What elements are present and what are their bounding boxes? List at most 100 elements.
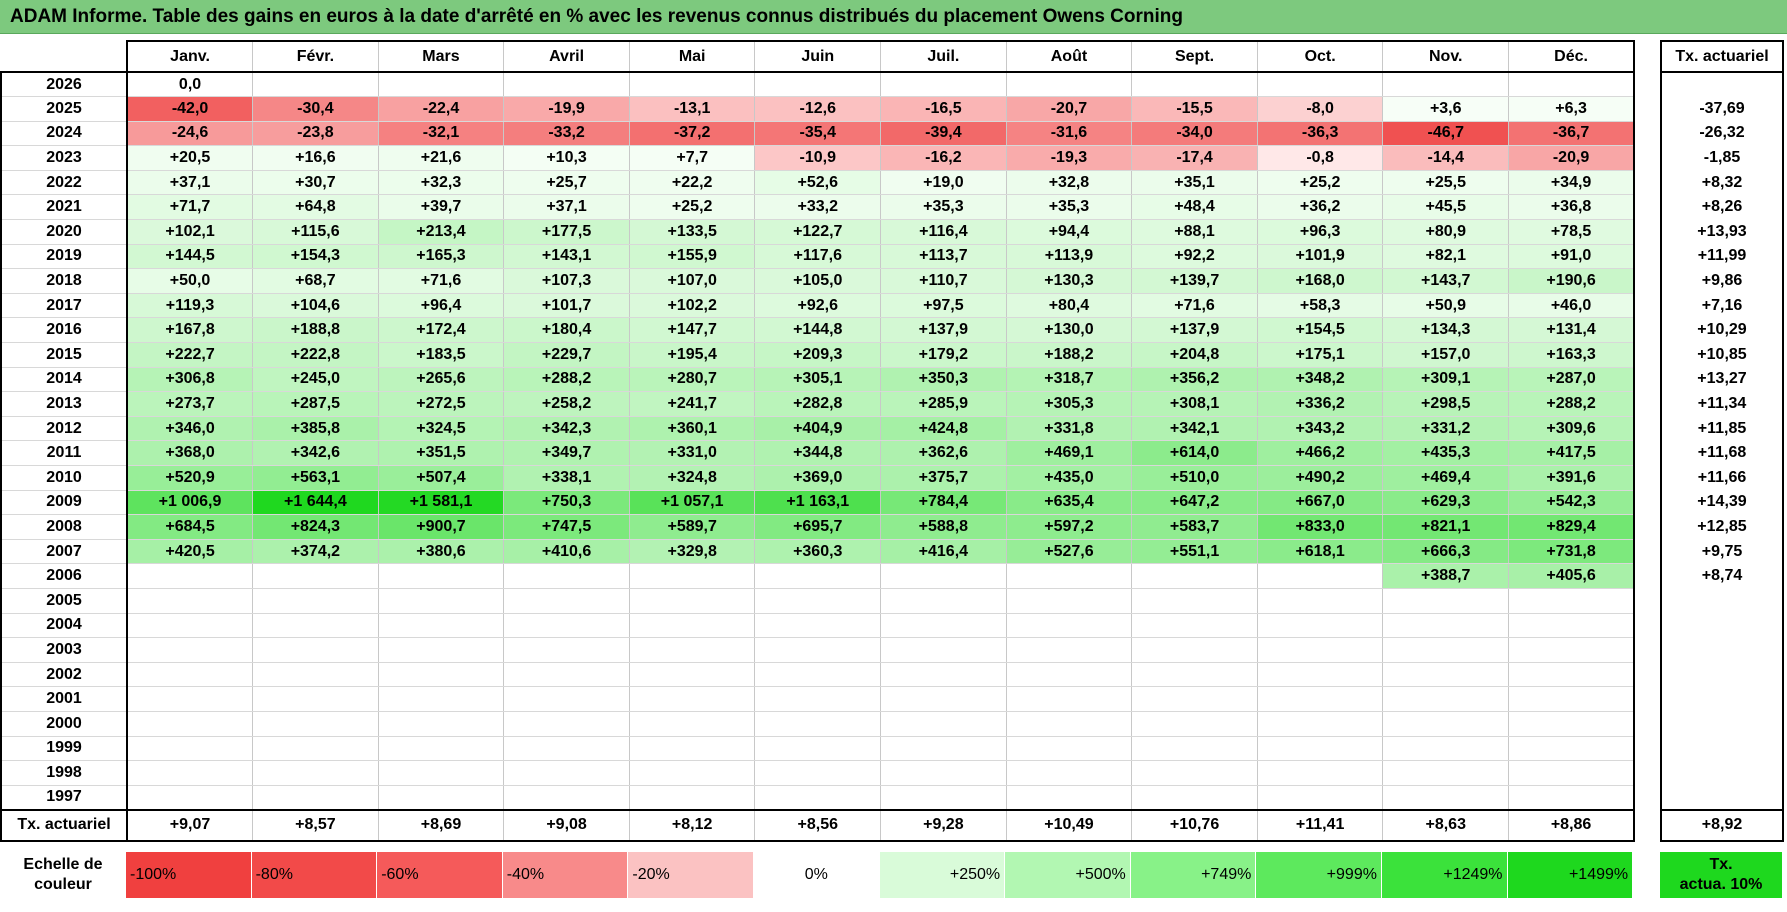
gain-cell[interactable]: +190,6 <box>1508 268 1636 294</box>
year-cell[interactable]: 2014 <box>0 367 128 393</box>
gain-cell[interactable] <box>127 785 254 811</box>
gain-cell[interactable] <box>754 588 882 614</box>
gain-cell[interactable] <box>252 588 379 614</box>
gain-cell[interactable]: +64,8 <box>252 194 379 221</box>
gain-cell[interactable] <box>252 686 379 712</box>
gain-cell[interactable]: +324,5 <box>378 416 505 442</box>
gain-cell[interactable]: +747,5 <box>503 514 630 540</box>
gain-cell[interactable]: +107,3 <box>503 268 630 294</box>
gain-cell[interactable]: +282,8 <box>754 391 882 417</box>
gain-cell[interactable]: +368,0 <box>127 440 254 466</box>
year-cell[interactable]: 2003 <box>0 637 128 663</box>
gain-cell[interactable] <box>754 711 882 737</box>
gain-cell[interactable]: +507,4 <box>378 465 505 491</box>
gain-cell[interactable] <box>629 662 756 688</box>
gain-cell[interactable] <box>754 613 882 639</box>
gain-cell[interactable]: +1 006,9 <box>127 490 254 516</box>
gain-cell[interactable] <box>1508 711 1636 737</box>
gain-cell[interactable]: +157,0 <box>1382 342 1510 368</box>
gain-cell[interactable]: -10,9 <box>754 145 882 171</box>
month-rate-cell[interactable]: +8,86 <box>1508 808 1636 842</box>
gain-cell[interactable]: +20,5 <box>127 145 254 171</box>
gain-cell[interactable]: +666,3 <box>1382 539 1510 565</box>
year-cell[interactable]: 2018 <box>0 268 128 294</box>
year-cell[interactable]: 2007 <box>0 539 128 565</box>
month-header[interactable]: Août <box>1006 40 1133 73</box>
gain-cell[interactable]: 0,0 <box>127 72 254 98</box>
gain-cell[interactable] <box>503 613 630 639</box>
gain-cell[interactable]: +589,7 <box>629 514 756 540</box>
gain-cell[interactable]: +510,0 <box>1131 465 1258 491</box>
gain-cell[interactable] <box>503 637 630 663</box>
gain-cell[interactable] <box>754 760 882 786</box>
gain-cell[interactable]: +45,5 <box>1382 194 1510 221</box>
gain-cell[interactable] <box>1131 637 1258 663</box>
month-header[interactable]: Janv. <box>126 40 254 73</box>
gain-cell[interactable]: +563,1 <box>252 465 379 491</box>
gain-cell[interactable] <box>1382 72 1510 98</box>
gain-cell[interactable] <box>1508 613 1636 639</box>
gain-cell[interactable]: +469,1 <box>1006 440 1133 466</box>
gain-cell[interactable]: +110,7 <box>880 268 1007 294</box>
gain-cell[interactable] <box>880 662 1007 688</box>
year-cell[interactable]: 2015 <box>0 342 128 368</box>
gain-cell[interactable] <box>629 563 756 589</box>
gain-cell[interactable]: -14,4 <box>1382 145 1510 171</box>
gain-cell[interactable]: +298,5 <box>1382 391 1510 417</box>
month-header[interactable]: Févr. <box>252 40 379 73</box>
gain-cell[interactable]: +101,9 <box>1257 244 1384 270</box>
gain-cell[interactable]: +155,9 <box>629 244 756 270</box>
gain-cell[interactable]: +331,2 <box>1382 416 1510 442</box>
gain-cell[interactable]: +183,5 <box>378 342 505 368</box>
gain-cell[interactable] <box>503 760 630 786</box>
month-header[interactable]: Mars <box>378 40 505 73</box>
side-header[interactable]: Tx. actuariel <box>1660 40 1784 73</box>
gain-cell[interactable]: +635,4 <box>1006 490 1133 516</box>
gain-cell[interactable] <box>1131 686 1258 712</box>
gain-cell[interactable] <box>127 613 254 639</box>
gain-cell[interactable] <box>378 613 505 639</box>
gain-cell[interactable]: -15,5 <box>1131 96 1258 122</box>
gain-cell[interactable] <box>127 637 254 663</box>
gain-cell[interactable] <box>252 760 379 786</box>
gain-cell[interactable]: +46,0 <box>1508 293 1636 319</box>
gain-cell[interactable]: +900,7 <box>378 514 505 540</box>
gain-cell[interactable] <box>1382 588 1510 614</box>
gain-cell[interactable] <box>1131 588 1258 614</box>
gain-cell[interactable]: -19,3 <box>1006 145 1133 171</box>
gain-cell[interactable]: -17,4 <box>1131 145 1258 171</box>
year-rate-cell[interactable] <box>1660 785 1784 810</box>
gain-cell[interactable]: +287,0 <box>1508 367 1636 393</box>
gain-cell[interactable]: -20,9 <box>1508 145 1636 171</box>
gain-cell[interactable] <box>629 588 756 614</box>
gain-cell[interactable]: +305,1 <box>754 367 882 393</box>
gain-cell[interactable]: +336,2 <box>1257 391 1384 417</box>
gain-cell[interactable]: +342,1 <box>1131 416 1258 442</box>
gain-cell[interactable] <box>378 588 505 614</box>
year-rate-cell[interactable] <box>1660 736 1784 761</box>
year-rate-cell[interactable]: +11,68 <box>1660 440 1784 466</box>
gain-cell[interactable] <box>378 711 505 737</box>
gain-cell[interactable] <box>127 760 254 786</box>
gain-cell[interactable] <box>1006 563 1133 589</box>
gain-cell[interactable]: +618,1 <box>1257 539 1384 565</box>
gain-cell[interactable] <box>880 637 1007 663</box>
gain-cell[interactable]: +131,4 <box>1508 317 1636 344</box>
gain-cell[interactable] <box>503 72 630 98</box>
gain-cell[interactable]: +824,3 <box>252 514 379 540</box>
year-cell[interactable]: 1998 <box>0 760 128 786</box>
gain-cell[interactable]: +209,3 <box>754 342 882 368</box>
gain-cell[interactable]: +520,9 <box>127 465 254 491</box>
gain-cell[interactable] <box>1382 760 1510 786</box>
year-rate-cell[interactable]: +11,99 <box>1660 244 1784 269</box>
year-cell[interactable]: 2023 <box>0 145 128 171</box>
gain-cell[interactable]: +35,1 <box>1131 170 1258 196</box>
gain-cell[interactable]: +385,8 <box>252 416 379 442</box>
gain-cell[interactable] <box>629 785 756 811</box>
gain-cell[interactable]: +551,1 <box>1131 539 1258 565</box>
gain-cell[interactable]: +78,5 <box>1508 219 1636 245</box>
gain-cell[interactable]: -23,8 <box>252 121 379 147</box>
gain-cell[interactable]: +16,6 <box>252 145 379 171</box>
gain-cell[interactable] <box>252 563 379 589</box>
gain-cell[interactable] <box>252 662 379 688</box>
